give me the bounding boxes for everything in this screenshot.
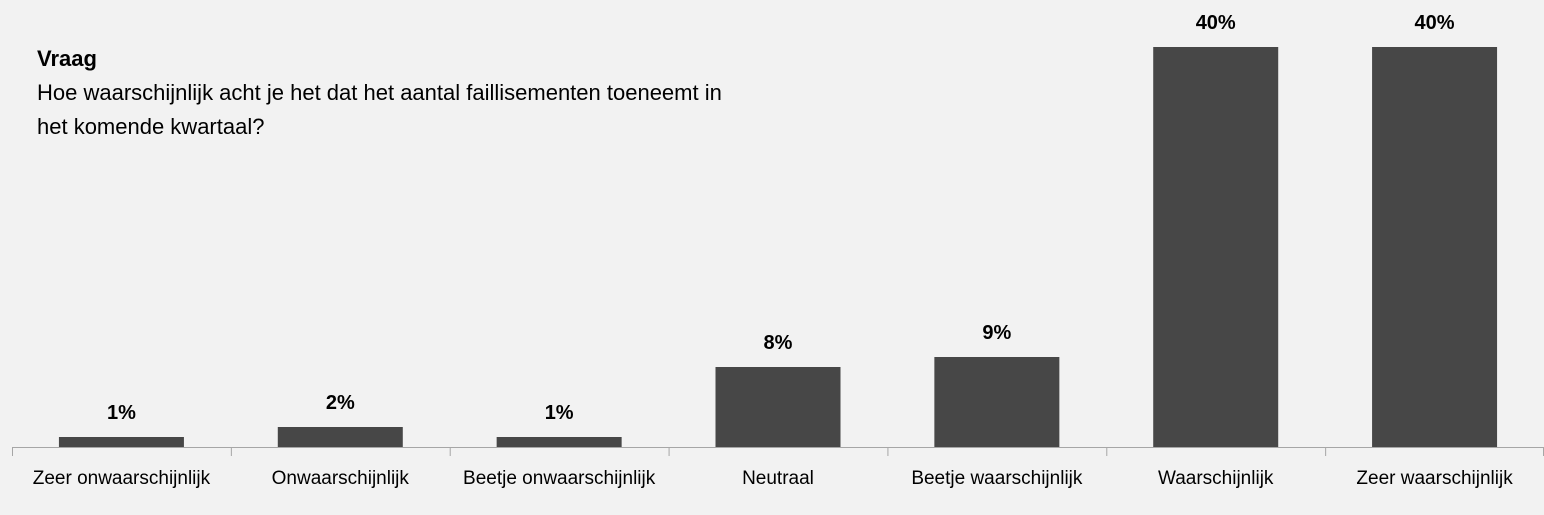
- bar-0: [58, 437, 184, 447]
- bars-group: [58, 47, 1498, 447]
- category-label-4: Beetje waarschijnlijk: [911, 468, 1083, 489]
- category-label-1: Onwaarschijnlijk: [272, 468, 410, 489]
- question-title: Vraag: [37, 46, 97, 71]
- category-label-3: Neutraal: [742, 468, 814, 489]
- category-labels-group: Zeer onwaarschijnlijk Onwaarschijnlijk Bee…: [33, 468, 1513, 489]
- value-label-2: 1%: [545, 402, 574, 424]
- bar-5: [1153, 47, 1279, 447]
- category-label-2: Beetje onwaarschijnlijk: [463, 468, 656, 489]
- bar-6: [1372, 47, 1498, 447]
- bar-1: [277, 427, 403, 447]
- value-label-6: 40%: [1415, 12, 1455, 34]
- value-label-3: 8%: [764, 332, 793, 354]
- bar-2: [496, 437, 622, 447]
- category-label-5: Waarschijnlijk: [1158, 468, 1274, 489]
- x-axis: [12, 447, 1544, 456]
- bar-3: [715, 367, 841, 447]
- category-label-0: Zeer onwaarschijnlijk: [33, 468, 211, 489]
- value-label-5: 40%: [1196, 12, 1236, 34]
- value-labels-group: 1% 2% 1% 8% 9% 40% 40%: [107, 12, 1455, 424]
- value-label-1: 2%: [326, 392, 355, 414]
- question-block: Vraag Hoe waarschijnlijk acht je het dat…: [37, 44, 737, 144]
- value-label-4: 9%: [982, 322, 1011, 344]
- category-label-6: Zeer waarschijnlijk: [1356, 468, 1513, 489]
- value-label-0: 1%: [107, 402, 136, 424]
- question-text: Hoe waarschijnlijk acht je het dat het a…: [37, 80, 722, 139]
- bar-4: [934, 357, 1060, 447]
